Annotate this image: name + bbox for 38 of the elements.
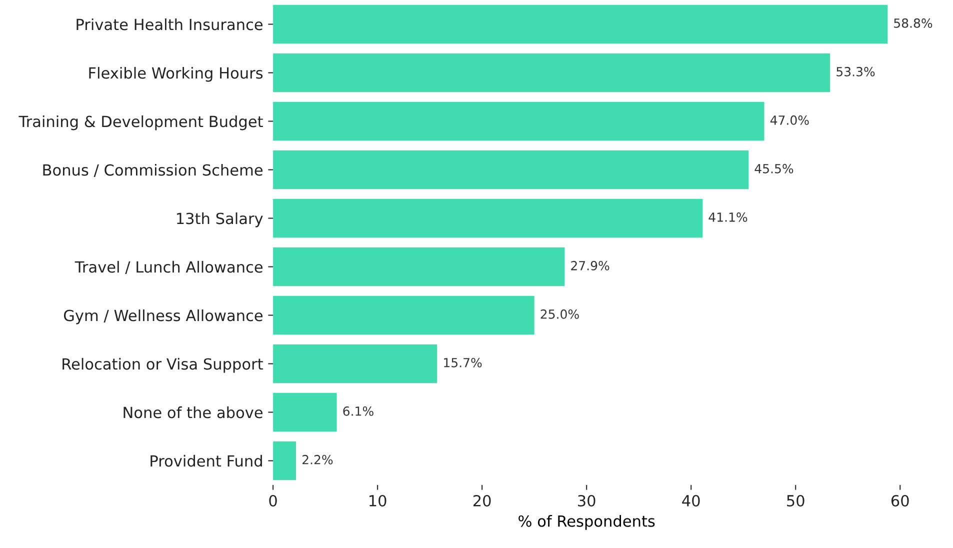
y-tick-label: Gym / Wellness Allowance [64, 309, 263, 324]
y-tick-label: Provident Fund [150, 454, 262, 467]
bar [273, 150, 749, 190]
bar [273, 4, 888, 44]
bar [273, 198, 703, 238]
y-tick-label: Relocation or Visa Support [62, 358, 263, 373]
bar [273, 296, 534, 335]
x-tick-label: 50 [787, 494, 804, 507]
data-label: 2.2% [302, 454, 333, 464]
y-tick-label: Flexible Working Hours [89, 66, 263, 82]
y-tick-label: Private Health Insurance [76, 18, 262, 30]
y-tick-label: Travel / Lunch Allowance [74, 260, 262, 274]
x-tick-label: 10 [370, 494, 386, 507]
x-axis-title: % of Respondents [518, 515, 655, 530]
data-label: 58.8% [894, 18, 932, 28]
data-label: 6.1% [343, 406, 374, 416]
bar [273, 102, 764, 141]
y-tick-label: Bonus / Commission Scheme [43, 164, 263, 177]
bar [273, 247, 565, 286]
x-tick-label: 20 [473, 494, 491, 507]
bar [273, 441, 296, 480]
x-tick-label: 0 [269, 494, 277, 507]
bar [273, 344, 438, 384]
y-tick-label: Training & Development Budget [18, 115, 263, 130]
data-label: 25.0% [540, 309, 579, 319]
bar [273, 392, 337, 432]
bar [273, 53, 830, 92]
data-label: 41.1% [708, 212, 748, 222]
data-label: 53.3% [836, 66, 875, 76]
x-tick-label: 30 [578, 494, 596, 507]
data-label: 27.9% [571, 260, 610, 270]
data-label: 47.0% [770, 115, 809, 125]
data-label: 45.5% [754, 164, 794, 174]
y-tick-label: None of the above [124, 406, 262, 418]
x-tick-label: 60 [891, 494, 909, 507]
data-label: 15.7% [444, 358, 482, 368]
y-tick-label: 13th Salary [177, 212, 263, 228]
x-tick-label: 40 [682, 494, 700, 507]
